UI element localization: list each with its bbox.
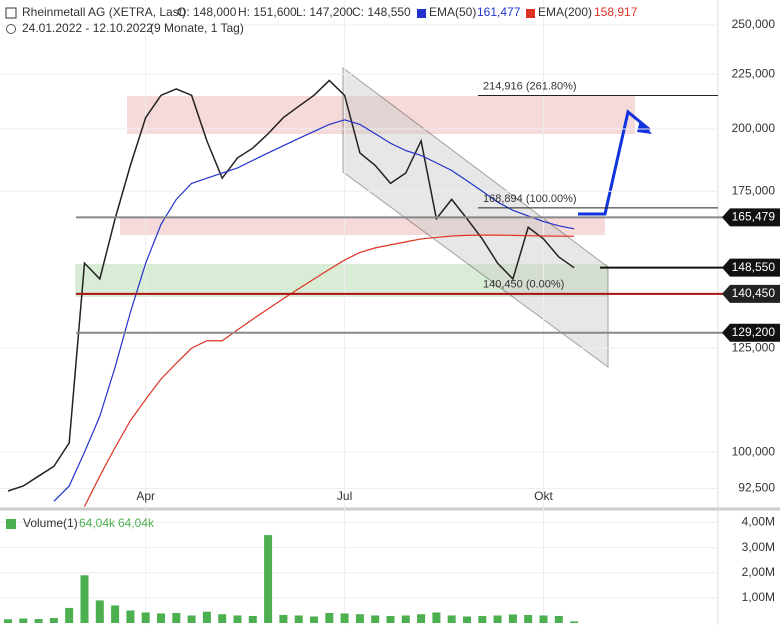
volume-bar [401, 615, 410, 623]
legend-value: 64,04k [118, 516, 155, 530]
projection-arrow [578, 109, 651, 216]
clock-icon [6, 24, 16, 34]
ema-line [83, 234, 575, 507]
volume-bar [4, 619, 12, 623]
volume-bar [80, 575, 89, 623]
fib-label: 168,894 (100.00%) [483, 193, 577, 205]
ohlc: O: 148,000 [177, 5, 237, 19]
date-range: 24.01.2022 - 12.10.2022 [22, 21, 153, 35]
resistance-zone [120, 217, 605, 235]
volume-bar [141, 612, 150, 623]
fib-label: 140,450 (0.00%) [483, 279, 564, 291]
volume-bar [34, 618, 43, 623]
volume-bar [157, 613, 165, 623]
volume-bar [172, 612, 181, 623]
y-tick-label: 92,500 [738, 481, 775, 495]
y-tick-label: 100,000 [732, 444, 776, 458]
level-label: 140,450 [732, 286, 776, 300]
arrow-head [637, 120, 652, 134]
y-tick-label: 3,00M [742, 540, 775, 554]
ohlc: H: 151,600 [238, 5, 297, 19]
y-tick-label: 4,00M [742, 515, 775, 529]
resistance-zone [127, 96, 635, 134]
level-box [722, 323, 780, 342]
level-label: 129,200 [732, 325, 776, 339]
chart-title: Rheinmetall AG (XETRA, Last) [22, 5, 186, 19]
fib-label: 214,916 (261.80%) [483, 80, 577, 92]
legend-label: EMA(50) [429, 5, 476, 19]
x-tick-label: Jul [337, 489, 352, 503]
legend-icon [5, 7, 17, 19]
legend-icon [6, 519, 16, 529]
volume-bar [340, 613, 349, 623]
ohlc: L: 147,200 [296, 5, 353, 19]
level-label: 165,479 [732, 210, 776, 224]
volume-bar [371, 615, 380, 623]
support-zone [75, 264, 608, 297]
volume-bar [432, 612, 441, 623]
y-tick-label: 1,00M [742, 590, 775, 604]
volume-bar [279, 614, 288, 623]
volume-bar [539, 615, 548, 623]
volume-bar [264, 535, 273, 623]
legend-label: EMA(200) [538, 5, 592, 19]
volume-bar [65, 607, 74, 623]
legend-value: 158,917 [594, 5, 638, 19]
volume-bar [447, 615, 456, 623]
legend-value: 64,04k [79, 516, 116, 530]
volume-bar [310, 616, 318, 623]
level-box [722, 208, 780, 227]
y-tick-label: 250,000 [732, 17, 776, 31]
legend-swatch [417, 9, 426, 18]
volume-bar [187, 615, 196, 623]
level-box [722, 258, 780, 277]
legend-value: 161,477 [477, 5, 521, 19]
volume-bar [248, 615, 257, 623]
volume-title: Volume(1) [23, 516, 78, 530]
volume-bar [524, 614, 533, 623]
volume-bar [19, 618, 28, 623]
volume-bar [126, 610, 135, 623]
volume-bar [95, 600, 104, 623]
volume-bar [111, 605, 120, 623]
volume-bar [202, 611, 211, 623]
volume-bar [417, 614, 426, 623]
level-label: 148,550 [732, 260, 776, 274]
volume-bar [508, 614, 517, 623]
x-tick-label: Apr [136, 489, 155, 503]
y-tick-label: 125,000 [732, 340, 776, 354]
volume-bar [463, 616, 471, 623]
level-box [722, 284, 780, 303]
header: Rheinmetall AG (XETRA, Last) O: 148,000 … [5, 5, 638, 530]
volume-bar [355, 614, 364, 623]
ohlc: C: 148,550 [352, 5, 411, 19]
volume-bar [493, 615, 502, 623]
y-tick-label: 175,000 [732, 183, 776, 197]
legend-swatch [526, 9, 535, 18]
volume-bar [554, 615, 563, 623]
volume-bar [570, 621, 579, 623]
ema-line [53, 119, 575, 502]
volume-bar [49, 617, 58, 623]
volume-bar [478, 615, 487, 623]
volume-bar [325, 612, 334, 623]
y-tick-label: 2,00M [742, 565, 775, 579]
volume-bar [218, 614, 227, 623]
period: (9 Monate, 1 Tag) [150, 21, 244, 35]
volume-bar [386, 615, 395, 623]
volume-bar [233, 615, 242, 623]
y-tick-label: 225,000 [732, 66, 776, 80]
y-tick-label: 200,000 [732, 121, 776, 135]
x-tick-label: Okt [534, 489, 553, 503]
volume-bar [294, 615, 303, 623]
